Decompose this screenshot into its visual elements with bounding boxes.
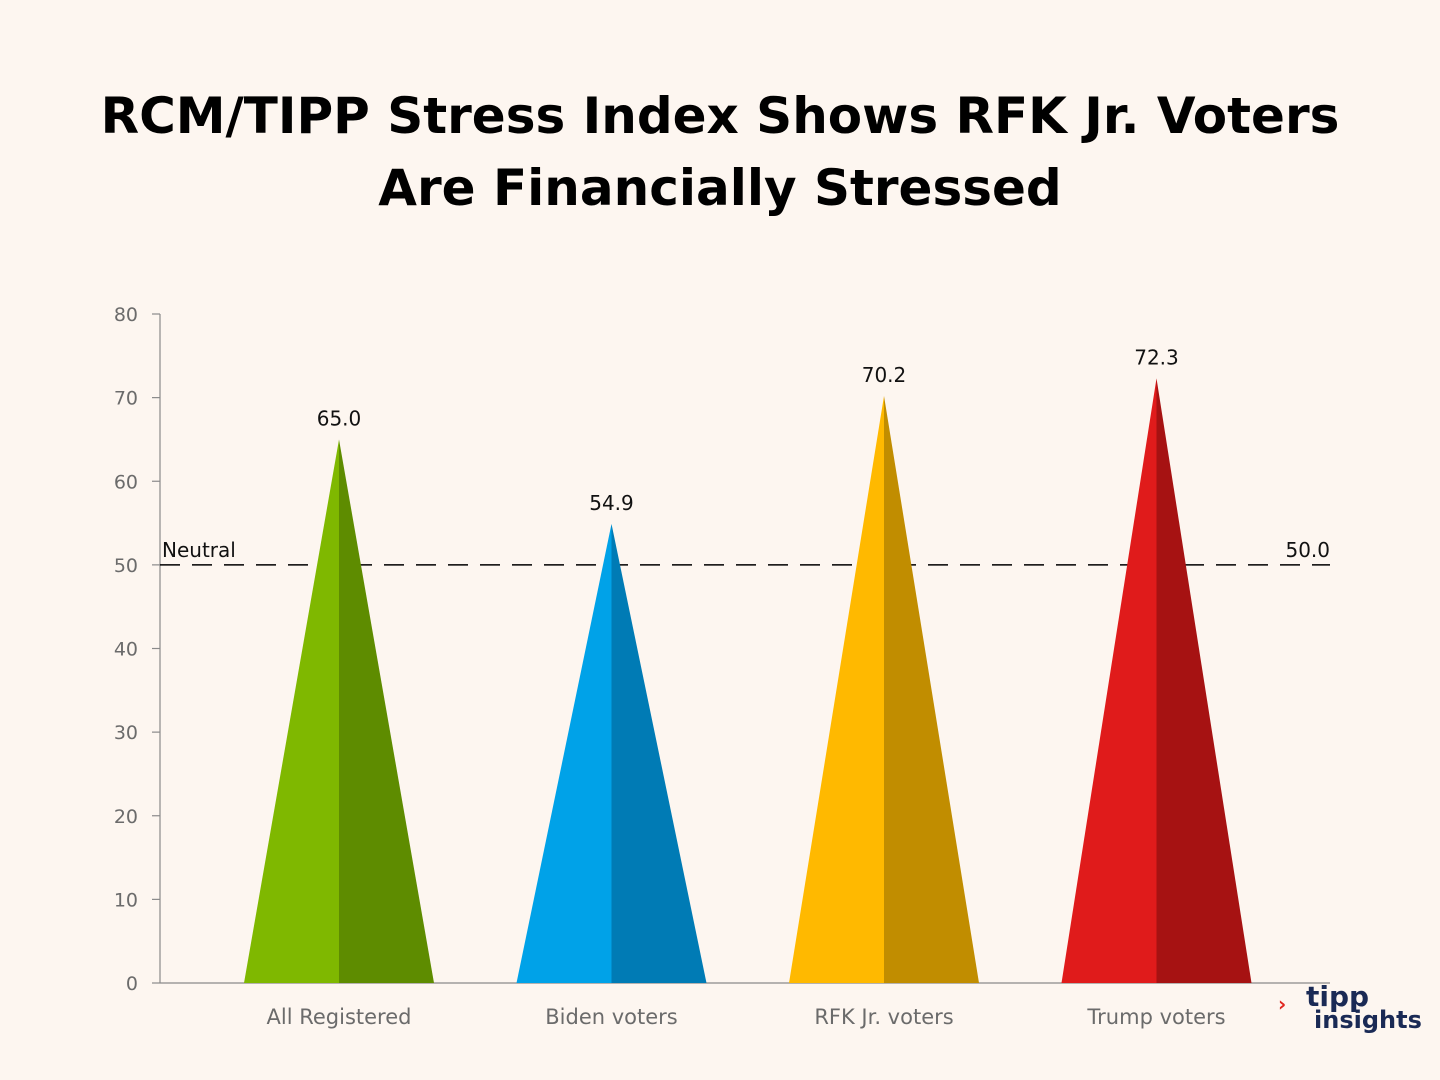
bar-4-right-half (1156, 378, 1252, 983)
data-label-2: 54.9 (589, 491, 634, 515)
y-tick-label: 10 (114, 889, 138, 911)
y-tick-label: 30 (114, 722, 138, 744)
y-tick-label: 80 (114, 304, 138, 326)
x-tick-label-2: Biden voters (545, 1005, 677, 1029)
bar-3-left-half (789, 395, 884, 983)
logo-text-insights: insights (1314, 1006, 1422, 1034)
bar-3-right-half (884, 395, 979, 983)
bar-1-left-half (244, 439, 339, 983)
reference-line-value: 50.0 (1285, 538, 1330, 562)
logo-text-tipp: tipp (1306, 980, 1370, 1013)
x-tick-label-3: RFK Jr. voters (814, 1005, 953, 1029)
chart-axes: 0 10 20 30 40 50 60 70 80 (114, 304, 1330, 995)
chart-bars (244, 378, 1252, 983)
y-tick-label: 50 (114, 555, 138, 577)
tipp-insights-logo: › tipp insights (1278, 980, 1428, 1042)
bar-2-left-half (516, 523, 612, 983)
bar-1-right-half (339, 439, 434, 983)
bar-4-left-half (1061, 378, 1157, 983)
data-label-4: 72.3 (1134, 345, 1179, 369)
chart-labels: 65.0 All Registered 54.9 Biden voters 70.2 RF… (267, 345, 1226, 1029)
y-tick-label: 40 (114, 639, 138, 661)
x-tick-label-4: Trump voters (1086, 1005, 1225, 1029)
chart-title: RCM/TIPP Stress Index Shows RFK Jr. Vote… (0, 80, 1440, 224)
chart-title-line-1: RCM/TIPP Stress Index Shows RFK Jr. Vote… (100, 87, 1340, 145)
y-tick-label: 20 (114, 806, 138, 828)
y-tick-label: 60 (114, 471, 138, 493)
y-tick-label: 70 (114, 388, 138, 410)
data-label-3: 70.2 (862, 363, 907, 387)
x-tick-label-1: All Registered (267, 1005, 412, 1029)
data-label-1: 65.0 (317, 406, 362, 430)
y-tick-label: 0 (126, 973, 138, 995)
logo-arrow-icon: › (1278, 992, 1287, 1016)
bar-2-right-half (611, 523, 707, 983)
chart-title-line-2: Are Financially Stressed (378, 159, 1062, 217)
reference-line-label: Neutral (162, 538, 236, 562)
